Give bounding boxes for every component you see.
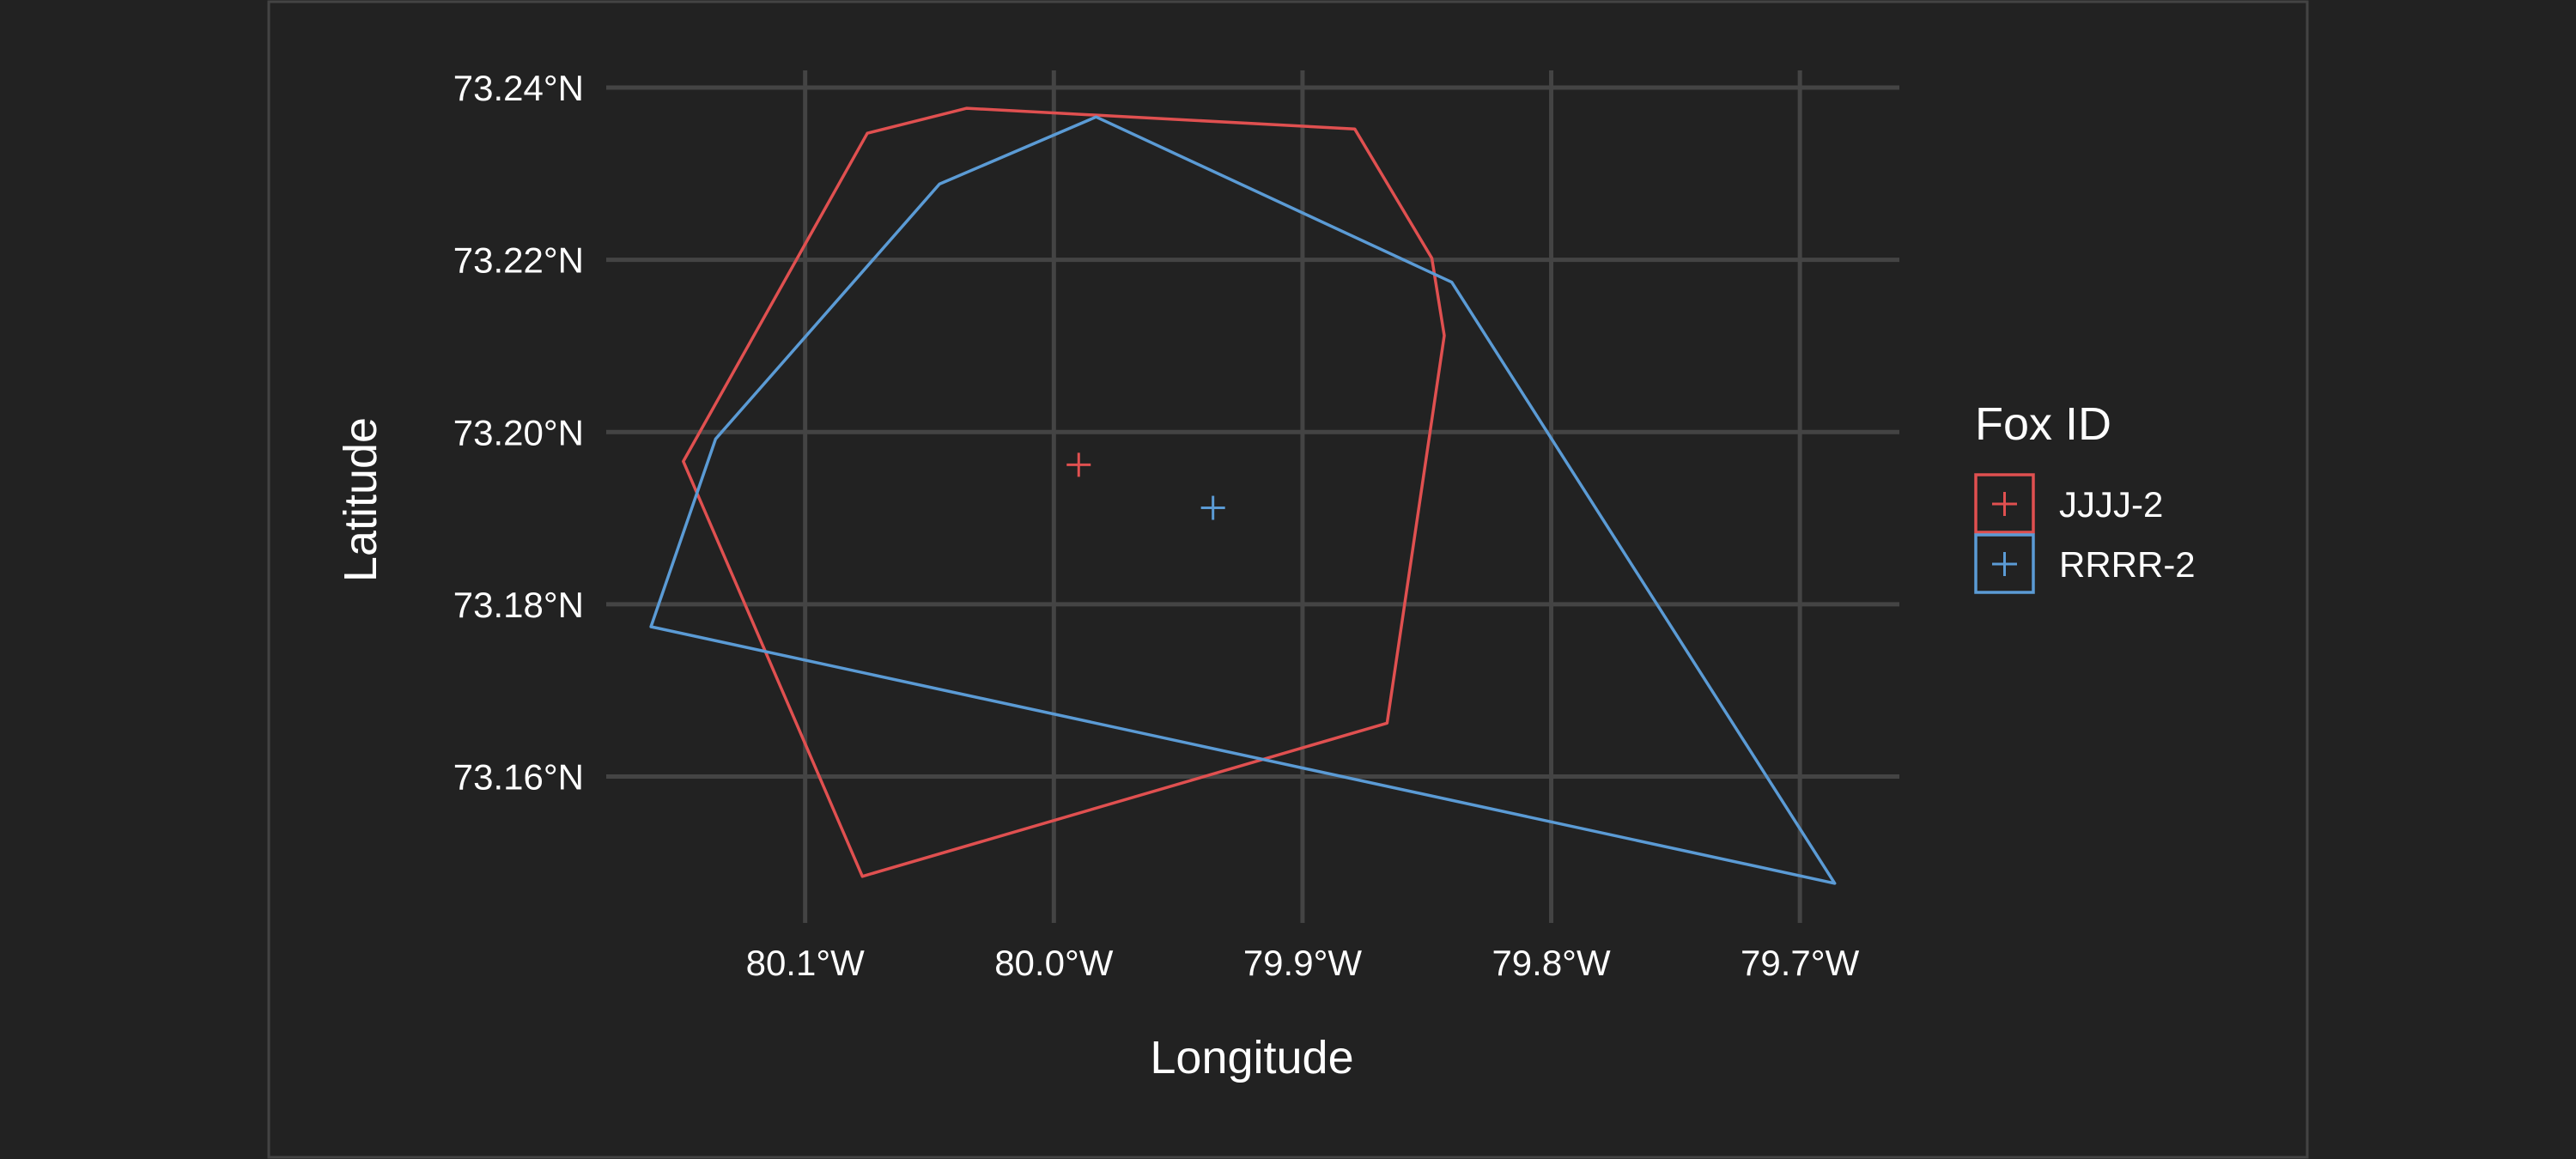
legend-item-rrrr-2: RRRR-2 (1974, 533, 2196, 594)
x-tick-labels: 80.1°W 80.0°W 79.9°W 79.8°W 79.7°W (746, 943, 1860, 983)
x-tick-label: 79.7°W (1741, 943, 1860, 983)
legend-item-jjjj-2: JJJJ-2 (1974, 473, 2163, 534)
centroid-markers (1066, 452, 1225, 520)
y-tick-label: 73.16°N (453, 756, 584, 797)
centroid-rrrr-2 (1200, 495, 1225, 520)
legend: Fox ID JJJJ-2 RRRR-2 (1974, 398, 2196, 594)
grid (606, 70, 1899, 923)
y-tick-label: 73.18°N (453, 585, 584, 625)
home-range-jjjj-2 (682, 106, 1446, 878)
legend-key (1974, 473, 2035, 534)
legend-label: JJJJ-2 (2059, 484, 2163, 525)
x-tick-label: 79.8°W (1492, 943, 1611, 983)
y-tick-label: 73.20°N (453, 412, 584, 452)
panel-border (267, 0, 2309, 1159)
x-tick-label: 80.1°W (746, 943, 866, 983)
legend-title: Fox ID (1975, 398, 2111, 450)
x-tick-label: 80.0°W (994, 943, 1114, 983)
y-tick-label: 73.24°N (453, 68, 584, 108)
x-tick-label: 79.9°W (1243, 943, 1363, 983)
y-tick-labels: 73.16°N 73.18°N 73.20°N 73.22°N 73.24°N (453, 68, 584, 797)
home-range-polygons (649, 106, 1837, 885)
legend-key (1974, 533, 2035, 594)
y-axis-title: Latitude (335, 417, 386, 582)
home-range-rrrr-2 (649, 115, 1837, 885)
x-axis-title: Longitude (1150, 1032, 1353, 1083)
legend-label: RRRR-2 (2059, 544, 2196, 585)
y-tick-label: 73.22°N (453, 240, 584, 281)
centroid-jjjj-2 (1066, 452, 1091, 477)
